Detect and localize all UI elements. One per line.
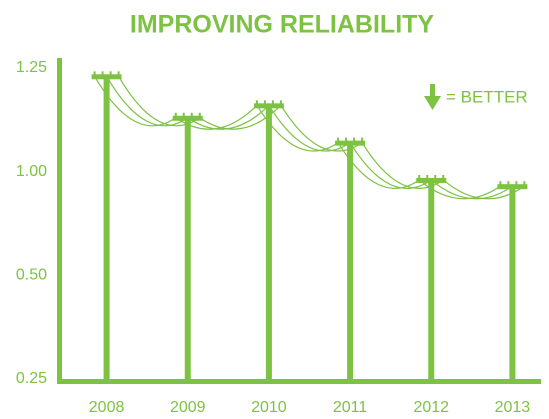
wire [349,142,432,189]
insulator [353,137,356,142]
insulator [507,181,510,186]
insulator [434,174,437,179]
x-tick-label: 2013 [495,399,531,416]
wire [418,179,501,200]
wire [337,142,420,189]
insulator [182,112,185,117]
x-tick-label: 2008 [89,399,125,416]
insulator [109,71,112,76]
pole [347,142,354,379]
pole [103,76,110,379]
wire [199,104,282,130]
wire [361,142,444,189]
x-tick-label: 2009 [170,399,206,416]
insulator [117,71,120,76]
y-tick-label: 0.50 [16,267,47,284]
insulator [442,174,445,179]
insulator [337,137,340,142]
legend-arrow-shaft [430,84,435,98]
wire [106,75,189,127]
insulator [101,71,104,76]
insulator [271,100,274,105]
legend: = BETTER [424,84,528,110]
chart-title: IMPROVING RELIABILITY [130,11,435,39]
pole [265,105,272,379]
wire [442,179,525,200]
insulator [426,174,429,179]
insulator [523,181,526,186]
y-tick-label: 0.25 [16,370,47,387]
insulator [345,137,348,142]
pole [184,117,191,379]
legend-arrow-head [424,96,441,110]
insulator [361,137,364,142]
insulator [515,181,518,186]
x-tick-label: 2012 [413,399,449,416]
insulator [198,112,201,117]
wire [118,75,201,127]
x-tick-label: 2010 [251,399,287,416]
legend-text: = BETTER [446,87,528,106]
insulator [255,100,258,105]
x-tick-label: 2011 [333,399,368,416]
pole [509,186,516,379]
y-axis [57,58,62,384]
wire [256,105,339,152]
insulator [418,174,421,179]
y-tick-label: 1.25 [16,59,47,76]
insulator [174,112,177,117]
wire [94,75,177,127]
insulator [190,112,193,117]
insulator [263,100,266,105]
insulator [279,100,282,105]
insulator [499,181,502,186]
x-axis [57,379,541,384]
pole [428,179,435,379]
y-tick-label: 1.00 [16,163,47,180]
wire [430,179,513,200]
insulator [93,71,96,76]
